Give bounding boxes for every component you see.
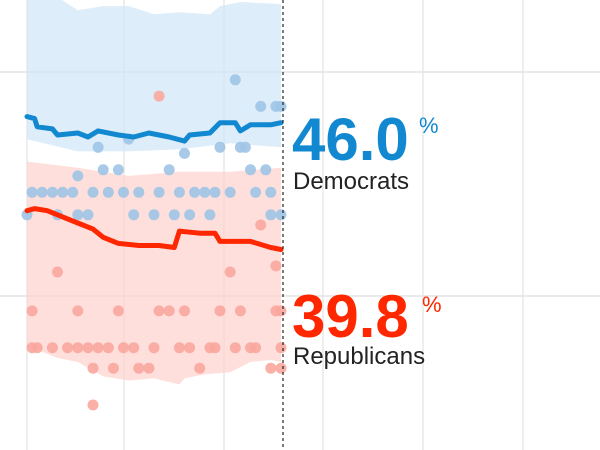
- republicans-poll-dot-16: [133, 362, 145, 374]
- republicans-unit-label: %: [422, 292, 442, 317]
- republicans-poll-dot-38: [275, 342, 287, 354]
- republicans-poll-dot-10: [92, 342, 104, 354]
- democrats-poll-dot-30: [214, 141, 226, 153]
- republicans-poll-dot-7: [72, 342, 84, 354]
- democrats-poll-dot-26: [189, 186, 201, 198]
- democrats-poll-dot-8: [72, 209, 84, 221]
- republicans-poll-dot-20: [153, 90, 165, 102]
- republicans-poll-dot-34: [255, 219, 267, 231]
- democrats-poll-dot-35: [245, 164, 256, 176]
- republicans-poll-dot-14: [118, 342, 129, 354]
- democrats-confidence-band: [27, 0, 281, 152]
- democrats-poll-dot-31: [224, 186, 236, 198]
- democrats-poll-dot-40: [265, 209, 277, 221]
- democrats-poll-dot-9: [82, 209, 94, 221]
- republicans-poll-dot-8: [82, 342, 94, 354]
- democrats-poll-dot-2: [36, 186, 48, 198]
- democrats-poll-dot-6: [67, 186, 79, 198]
- republicans-poll-dot-39: [275, 362, 287, 374]
- republicans-poll-dot-31: [234, 305, 246, 317]
- democrats-poll-dot-25: [184, 209, 196, 221]
- republicans-poll-dot-41: [87, 399, 99, 411]
- democrats-poll-dot-17: [128, 209, 140, 221]
- democrats-poll-dot-23: [173, 186, 185, 198]
- republicans-poll-dot-30: [229, 342, 241, 354]
- democrats-poll-dot-5: [57, 186, 69, 198]
- republicans-poll-dot-11: [102, 342, 114, 354]
- democrats-poll-dot-29: [209, 186, 221, 198]
- republicans-poll-dot-19: [153, 305, 165, 317]
- republicans-poll-dot-13: [112, 305, 124, 317]
- republicans-poll-dot-27: [209, 342, 221, 354]
- democrats-poll-dot-42: [275, 209, 287, 221]
- democrats-poll-dot-19: [148, 209, 160, 221]
- democrats-poll-dot-18: [133, 186, 145, 198]
- democrats-value-label: 46.0: [292, 106, 409, 173]
- republicans-poll-dot-0: [26, 305, 38, 317]
- republicans-poll-dot-35: [265, 362, 277, 374]
- series-labels: 46.0 % Democrats 39.8 % Republicans: [292, 106, 442, 370]
- republicans-poll-dot-37: [270, 260, 282, 272]
- democrats-poll-dot-1: [26, 186, 38, 198]
- democrats-poll-dot-38: [260, 164, 272, 176]
- republicans-average-line: [24, 206, 284, 252]
- republicans-series-name: Republicans: [293, 343, 425, 370]
- democrats-poll-dot-34: [239, 141, 251, 153]
- republicans-poll-dot-23: [179, 305, 190, 317]
- republicans-poll-dot-22: [173, 342, 185, 354]
- democrats-poll-dot-32: [229, 74, 241, 86]
- republicans-poll-dot-17: [143, 362, 155, 374]
- democrats-average-line: [24, 114, 284, 144]
- democrats-poll-dot-20: [153, 186, 165, 198]
- republicans-poll-dot-5: [62, 342, 74, 354]
- democrats-series-name: Democrats: [293, 168, 409, 195]
- republicans-poll-dot-3: [46, 342, 58, 354]
- democrats-poll-dot-28: [204, 209, 216, 221]
- average-lines: [24, 114, 284, 252]
- democrats-poll-dot-37: [255, 100, 267, 112]
- democrats-poll-dot-39: [265, 186, 277, 198]
- republicans-poll-dot-21: [163, 305, 175, 317]
- democrats-poll-dot-22: [168, 209, 180, 221]
- democrats-poll-dot-3: [46, 186, 58, 198]
- democrats-poll-dot-24: [179, 147, 190, 159]
- democrats-poll-dot-27: [199, 186, 211, 198]
- republicans-poll-dot-24: [184, 342, 196, 354]
- republicans-poll-dot-18: [148, 342, 160, 354]
- democrats-poll-dot-14: [112, 164, 124, 176]
- republicans-poll-dot-6: [72, 305, 84, 317]
- democrats-poll-dot-21: [163, 164, 175, 176]
- republicans-poll-dot-4: [52, 266, 63, 278]
- republicans-poll-dot-33: [250, 342, 262, 354]
- democrats-poll-dot-7: [72, 170, 84, 182]
- democrats-poll-dot-36: [250, 186, 262, 198]
- democrats-unit-label: %: [419, 113, 439, 138]
- poll-dots: [21, 74, 287, 411]
- republicans-poll-dot-9: [87, 362, 99, 374]
- democrats-poll-dot-13: [102, 186, 114, 198]
- democrats-poll-dot-15: [118, 186, 129, 198]
- republicans-value-label: 39.8: [292, 283, 409, 350]
- republicans-poll-dot-40: [275, 305, 287, 317]
- democrats-poll-dot-43: [275, 100, 287, 112]
- republicans-poll-dot-12: [107, 362, 119, 374]
- republicans-poll-dot-25: [194, 362, 206, 374]
- republicans-poll-dot-28: [214, 305, 226, 317]
- republicans-poll-dot-2: [31, 342, 43, 354]
- democrats-poll-dot-10: [87, 186, 99, 198]
- republicans-poll-dot-15: [128, 342, 140, 354]
- democrats-poll-dot-12: [97, 164, 109, 176]
- democrats-poll-dot-11: [92, 141, 104, 153]
- republicans-poll-dot-29: [224, 266, 236, 278]
